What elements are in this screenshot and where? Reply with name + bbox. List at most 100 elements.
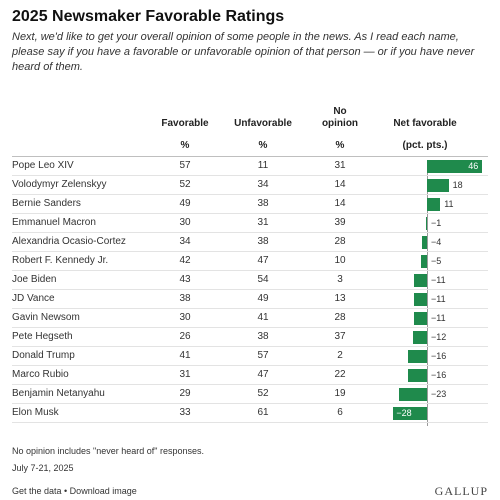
row-divider (12, 175, 488, 176)
net-favorable-label: −11 (431, 275, 446, 285)
cell-no-opinion: 6 (337, 407, 343, 418)
cell-unfavorable: 34 (257, 179, 269, 190)
row-name: JD Vance (12, 293, 55, 304)
table-row: Gavin Newsom 30 41 28 (12, 309, 488, 328)
cell-unfavorable: 41 (257, 312, 269, 323)
net-favorable-bar (427, 179, 449, 192)
table-row: Alexandria Ocasio-Cortez 34 38 28 (12, 233, 488, 252)
cell-favorable: 30 (179, 217, 191, 228)
cell-no-opinion: 28 (334, 236, 346, 247)
net-favorable-bar (425, 217, 427, 230)
header-net-favorable: Net favorable (393, 118, 457, 129)
row-divider (12, 422, 488, 423)
cell-no-opinion: 10 (334, 255, 346, 266)
row-name: Benjamin Netanyahu (12, 388, 105, 399)
row-name: Emmanuel Macron (12, 217, 96, 228)
net-favorable-bar (427, 160, 483, 173)
cell-no-opinion: 3 (337, 274, 343, 285)
cell-unfavorable: 38 (257, 236, 269, 247)
net-zero-axis (427, 160, 428, 426)
net-favorable-label: −1 (431, 218, 442, 228)
cell-favorable: 34 (179, 236, 191, 247)
cell-unfavorable: 11 (257, 160, 269, 171)
chart-subtitle: Next, we'd like to get your overall opin… (12, 31, 475, 73)
net-favorable-bar (407, 369, 427, 382)
cell-no-opinion: 22 (334, 369, 346, 380)
net-favorable-label: −11 (431, 313, 446, 323)
footer-links[interactable]: Get the data • Download image (12, 486, 137, 496)
net-favorable-label: 11 (444, 199, 454, 209)
cell-no-opinion: 13 (334, 293, 346, 304)
net-favorable-label: −16 (431, 370, 447, 380)
net-favorable-bar (413, 312, 427, 325)
row-name: Elon Musk (12, 407, 59, 418)
cell-no-opinion: 19 (334, 388, 346, 399)
cell-unfavorable: 31 (257, 217, 269, 228)
cell-favorable: 30 (179, 312, 191, 323)
net-favorable-label: −11 (431, 294, 446, 304)
cell-no-opinion: 31 (334, 160, 346, 171)
net-favorable-bar (427, 198, 441, 211)
cell-favorable: 33 (179, 407, 191, 418)
row-name: Pete Hegseth (12, 331, 73, 342)
table-row: Joe Biden 43 54 3 (12, 271, 488, 290)
cell-unfavorable: 52 (257, 388, 269, 399)
cell-unfavorable: 38 (257, 331, 269, 342)
net-favorable-label: −4 (431, 237, 442, 247)
row-name: Alexandria Ocasio-Cortez (12, 236, 126, 247)
cell-no-opinion: 28 (334, 312, 346, 323)
survey-date: July 7-21, 2025 (12, 463, 74, 473)
cell-favorable: 29 (179, 388, 191, 399)
cell-favorable: 26 (179, 331, 191, 342)
net-favorable-bar (412, 331, 427, 344)
row-divider (12, 327, 488, 328)
row-divider (12, 365, 488, 366)
net-favorable-bar (413, 293, 427, 306)
cell-no-opinion: 39 (334, 217, 346, 228)
cell-favorable: 57 (179, 160, 191, 171)
cell-no-opinion: 14 (334, 179, 346, 190)
header-no-opinion: No opinion (321, 106, 359, 129)
row-divider (12, 346, 488, 347)
table-row: Emmanuel Macron 30 31 39 (12, 214, 488, 233)
unit-net: (pct. pts.) (402, 140, 448, 151)
net-favorable-label: −16 (431, 351, 447, 361)
cell-unfavorable: 47 (257, 255, 269, 266)
table-row: Benjamin Netanyahu 29 52 19 (12, 385, 488, 404)
table-row: Pete Hegseth 26 38 37 (12, 328, 488, 347)
row-divider (12, 384, 488, 385)
net-favorable-label: −23 (431, 389, 447, 399)
unit-favorable: % (180, 140, 190, 151)
cell-favorable: 49 (179, 198, 191, 209)
net-favorable-label: 46 (468, 161, 479, 171)
cell-no-opinion: 2 (337, 350, 343, 361)
table-row: Bernie Sanders 49 38 14 (12, 195, 488, 214)
cell-favorable: 52 (179, 179, 191, 190)
net-favorable-label: −12 (431, 332, 447, 342)
net-favorable-bar (421, 255, 427, 268)
net-favorable-label: −28 (396, 408, 412, 418)
cell-unfavorable: 38 (257, 198, 269, 209)
row-name: Donald Trump (12, 350, 75, 361)
row-divider (12, 270, 488, 271)
cell-favorable: 42 (179, 255, 191, 266)
row-divider (12, 194, 488, 195)
row-name: Robert F. Kennedy Jr. (12, 255, 109, 266)
cell-favorable: 43 (179, 274, 191, 285)
gallup-logo: GALLUP (434, 484, 488, 498)
cell-no-opinion: 14 (334, 198, 346, 209)
table-row: Volodymyr Zelenskyy 52 34 14 (12, 176, 488, 195)
cell-unfavorable: 47 (257, 369, 269, 380)
row-divider (12, 308, 488, 309)
row-name: Joe Biden (12, 274, 57, 285)
cell-unfavorable: 54 (257, 274, 269, 285)
table-row: Robert F. Kennedy Jr. 42 47 10 (12, 252, 488, 271)
table-row: JD Vance 38 49 13 (12, 290, 488, 309)
row-name: Pope Leo XIV (12, 160, 74, 171)
row-name: Gavin Newsom (12, 312, 80, 323)
row-name: Marco Rubio (12, 369, 69, 380)
net-favorable-bar (413, 274, 427, 287)
cell-unfavorable: 57 (257, 350, 269, 361)
footnote: No opinion includes "never heard of" res… (12, 446, 205, 456)
row-divider (12, 403, 488, 404)
